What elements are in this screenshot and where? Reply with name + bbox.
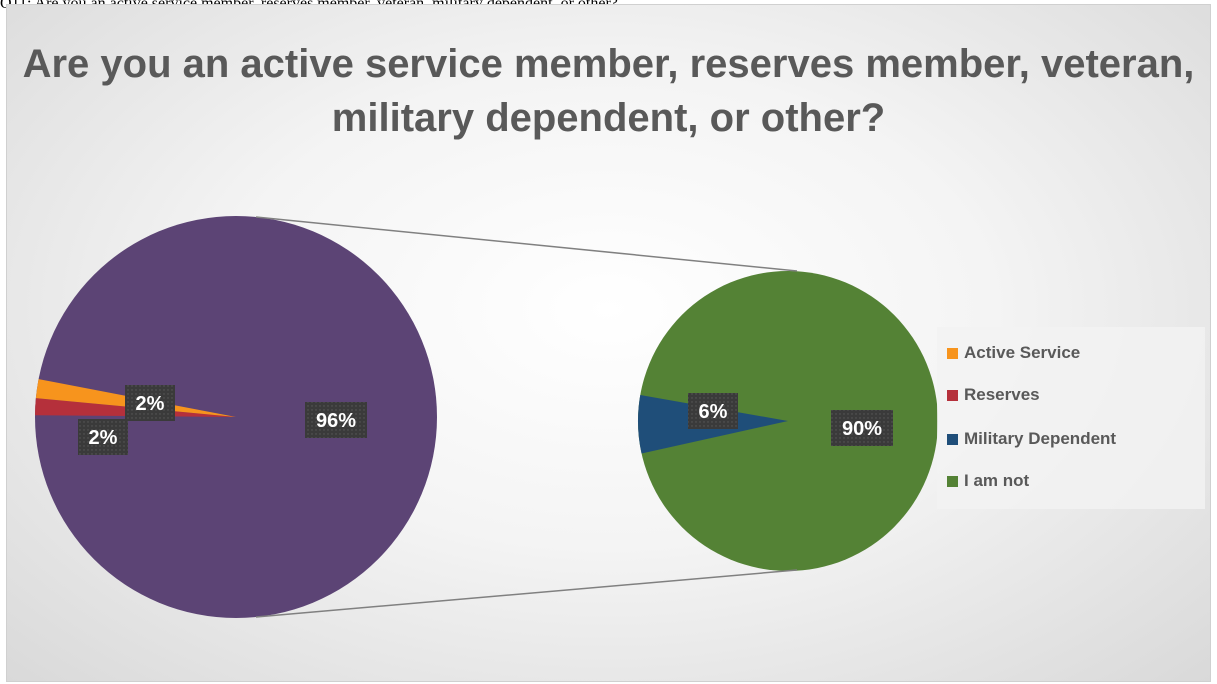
pie-of-pie-chart: 2% 2% 96% 6% 90% <box>35 216 938 618</box>
legend-item-reserves: Reserves <box>947 383 1040 407</box>
data-label-other: 96% <box>305 402 367 438</box>
data-label-reserves: 2% <box>125 385 175 421</box>
legend-label: Active Service <box>964 343 1081 362</box>
data-label-military-dependent: 6% <box>688 393 738 429</box>
svg-text:90%: 90% <box>842 418 882 440</box>
svg-text:2%: 2% <box>89 427 118 449</box>
legend-item-active-service: Active Service <box>947 341 1080 365</box>
legend-item-i-am-not: I am not <box>947 469 1029 493</box>
legend-label: I am not <box>964 471 1030 490</box>
connector-line-bottom <box>255 569 798 618</box>
legend-label: Military Dependent <box>964 429 1117 448</box>
data-label-active-service: 2% <box>78 419 128 455</box>
legend-swatch <box>947 347 958 359</box>
svg-text:6%: 6% <box>699 401 728 423</box>
svg-text:96%: 96% <box>316 410 356 432</box>
data-label-i-am-not: 90% <box>831 410 893 446</box>
svg-text:2%: 2% <box>136 393 165 415</box>
legend-item-military-dependent: Military Dependent <box>947 427 1116 451</box>
legend-swatch <box>947 475 958 487</box>
chart-title: Are you an active service member, reserv… <box>22 42 1195 140</box>
legend-label: Reserves <box>964 385 1040 404</box>
connector-line-top <box>255 216 798 272</box>
legend-swatch <box>947 389 958 401</box>
legend-swatch <box>947 433 958 445</box>
chart-legend: Active Service Reserves Military Dependent… <box>937 327 1205 509</box>
chart-area: Are you an active service member, reserv… <box>6 4 1211 682</box>
